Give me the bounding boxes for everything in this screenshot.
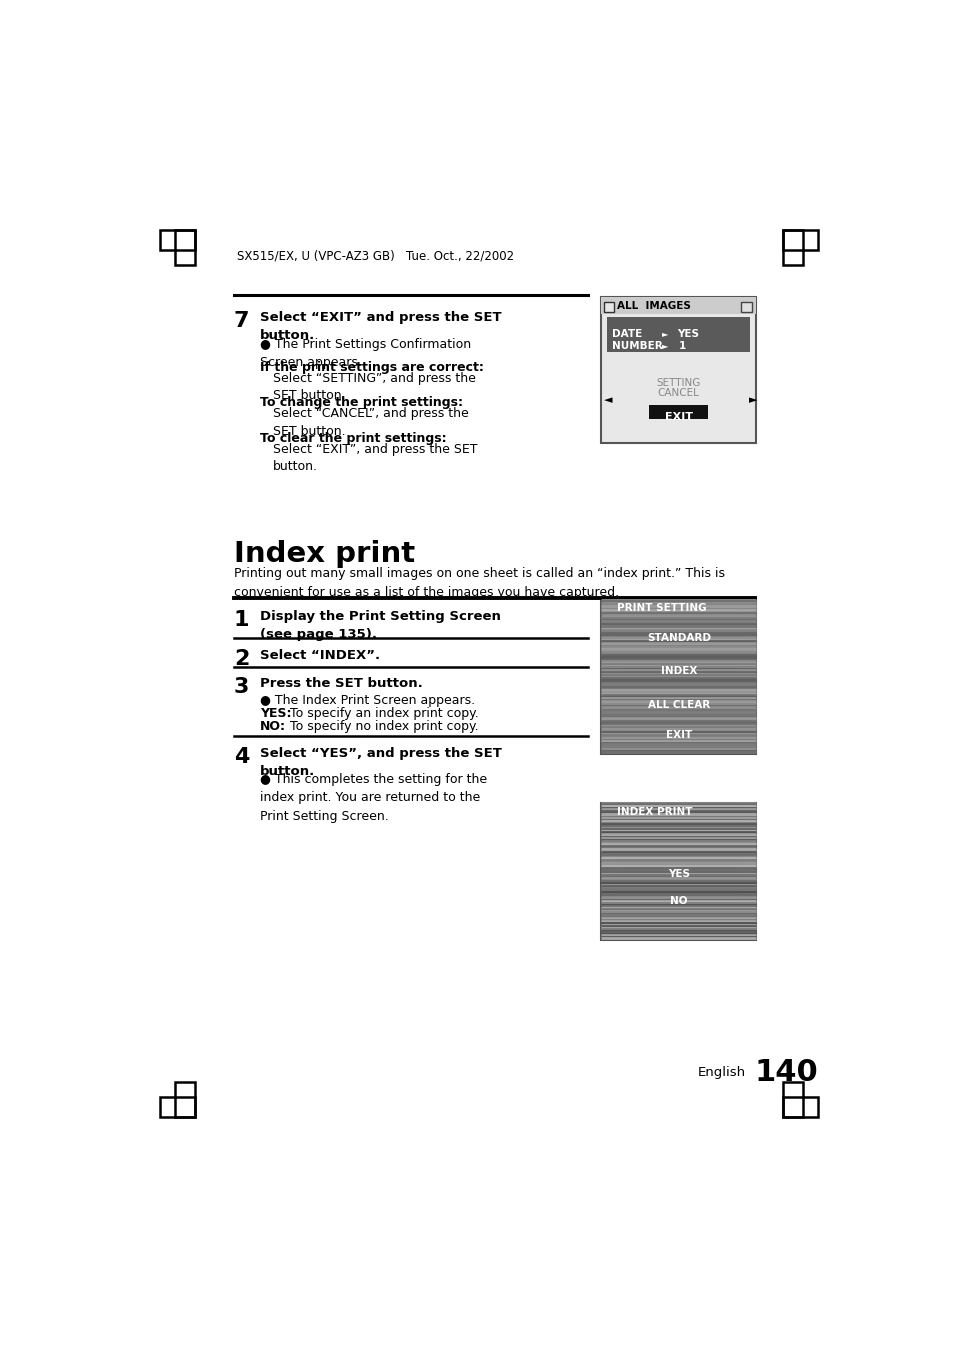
- Text: Select “INDEX”.: Select “INDEX”.: [260, 649, 380, 662]
- Bar: [740, 807, 752, 818]
- Text: ALL  IMAGES: ALL IMAGES: [617, 301, 690, 311]
- Text: Press the SET button.: Press the SET button.: [260, 677, 422, 691]
- Text: ►: ►: [748, 396, 757, 406]
- Bar: [600, 297, 756, 314]
- Text: Printing out many small images on one sheet is called an “index print.” This is
: Printing out many small images on one sh…: [233, 568, 724, 599]
- Text: If the print settings are correct:: If the print settings are correct:: [260, 361, 484, 375]
- Text: STANDARD: STANDARD: [646, 633, 710, 642]
- Text: SETTING: SETTING: [656, 377, 700, 388]
- Text: To change the print settings:: To change the print settings:: [260, 396, 463, 410]
- Bar: [781, 1082, 802, 1117]
- Bar: [617, 863, 740, 876]
- Bar: [159, 1096, 195, 1117]
- Bar: [600, 297, 756, 443]
- Bar: [781, 1096, 818, 1117]
- Text: ● The Print Settings Confirmation
Screen appears.: ● The Print Settings Confirmation Screen…: [260, 338, 471, 369]
- Text: Select “CANCEL”, and press the
SET button.: Select “CANCEL”, and press the SET butto…: [273, 407, 468, 438]
- Bar: [617, 658, 740, 673]
- Bar: [617, 694, 740, 707]
- Text: English: English: [697, 1065, 744, 1079]
- Text: 4: 4: [233, 746, 249, 767]
- Bar: [600, 599, 756, 617]
- Text: INDEX PRINT: INDEX PRINT: [617, 807, 692, 817]
- Bar: [600, 599, 756, 753]
- Text: ◄: ◄: [604, 396, 612, 406]
- Text: EXIT: EXIT: [665, 730, 691, 740]
- Text: Select “EXIT”, and press the SET
button.: Select “EXIT”, and press the SET button.: [273, 442, 476, 473]
- Text: ►: ►: [661, 330, 667, 338]
- Text: CANCEL: CANCEL: [658, 388, 699, 397]
- Text: YES:: YES:: [260, 707, 292, 721]
- Text: YES: YES: [667, 869, 689, 879]
- Text: DATE: DATE: [612, 330, 641, 339]
- Text: NO: NO: [669, 896, 687, 906]
- Text: To specify no index print copy.: To specify no index print copy.: [286, 719, 478, 733]
- Text: 2: 2: [233, 649, 249, 669]
- Bar: [649, 404, 707, 419]
- Bar: [600, 803, 756, 940]
- Bar: [617, 890, 740, 903]
- Text: Display the Print Setting Screen
(see page 135).: Display the Print Setting Screen (see pa…: [260, 610, 500, 641]
- Bar: [740, 301, 752, 311]
- Text: INDEX: INDEX: [659, 665, 697, 676]
- Text: 7: 7: [233, 311, 249, 331]
- Text: EXIT: EXIT: [664, 412, 692, 422]
- Text: NUMBER: NUMBER: [612, 341, 662, 352]
- Text: Index print: Index print: [233, 539, 415, 568]
- Bar: [603, 807, 613, 818]
- Text: To clear the print settings:: To clear the print settings:: [260, 431, 446, 445]
- Text: 140: 140: [754, 1057, 818, 1087]
- Text: SX515/EX, U (VPC-AZ3 GB)   Tue. Oct., 22/2002: SX515/EX, U (VPC-AZ3 GB) Tue. Oct., 22/2…: [236, 250, 514, 262]
- Text: 1: 1: [679, 341, 685, 352]
- Text: 1: 1: [233, 610, 249, 630]
- Text: Select “SETTING”, and press the
SET button.: Select “SETTING”, and press the SET butt…: [273, 372, 476, 402]
- Text: ● The Index Print Screen appears.: ● The Index Print Screen appears.: [260, 694, 475, 707]
- Bar: [600, 803, 756, 819]
- Bar: [603, 301, 613, 311]
- Text: NO:: NO:: [260, 719, 286, 733]
- Text: ALL CLEAR: ALL CLEAR: [647, 700, 709, 710]
- Text: PRINT SETTING: PRINT SETTING: [617, 603, 705, 614]
- Bar: [174, 1082, 195, 1117]
- Text: ►: ►: [661, 341, 667, 350]
- Bar: [174, 230, 195, 265]
- Bar: [781, 230, 818, 250]
- Text: To specify an index print copy.: To specify an index print copy.: [286, 707, 478, 721]
- Bar: [603, 604, 613, 614]
- Text: YES: YES: [677, 330, 699, 339]
- Bar: [781, 230, 802, 265]
- Text: Select “EXIT” and press the SET
button.: Select “EXIT” and press the SET button.: [260, 311, 501, 342]
- Bar: [159, 230, 195, 250]
- Bar: [740, 604, 752, 614]
- Text: 3: 3: [233, 677, 249, 698]
- Bar: [617, 723, 740, 737]
- Text: ● This completes the setting for the
index print. You are returned to the
Print : ● This completes the setting for the ind…: [260, 773, 487, 823]
- Bar: [607, 316, 749, 353]
- Text: Select “YES”, and press the SET
button.: Select “YES”, and press the SET button.: [260, 746, 501, 777]
- Bar: [617, 626, 740, 639]
